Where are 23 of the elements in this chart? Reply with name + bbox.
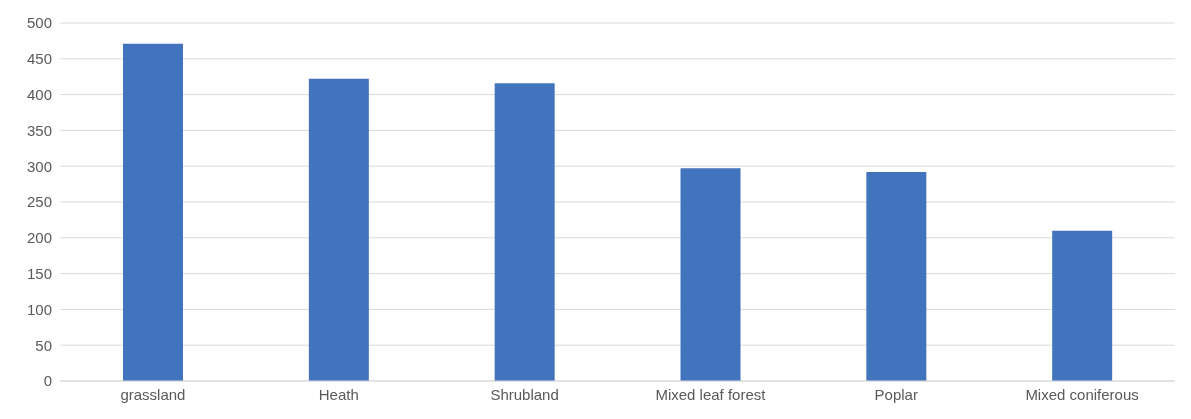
y-tick-label: 100 bbox=[26, 300, 52, 318]
x-tick-label: Mixed leaf forest bbox=[655, 385, 767, 403]
y-tick-label: 0 bbox=[43, 372, 52, 390]
y-tick-label: 50 bbox=[35, 336, 52, 354]
x-tick-label: Shrubland bbox=[490, 385, 559, 403]
bar bbox=[308, 78, 369, 381]
x-tick-label: Poplar bbox=[874, 385, 918, 403]
y-tick-label: 350 bbox=[26, 121, 52, 139]
x-tick-label: grassland bbox=[120, 385, 186, 403]
y-tick-label: 250 bbox=[26, 193, 52, 211]
bar bbox=[123, 43, 183, 381]
bar bbox=[680, 168, 741, 381]
bar bbox=[1052, 230, 1113, 381]
bar bbox=[494, 83, 555, 381]
x-tick-label: Heath bbox=[318, 385, 359, 403]
y-tick-label: 150 bbox=[26, 264, 52, 282]
y-tick-label: 400 bbox=[26, 85, 52, 103]
y-tick-label: 200 bbox=[26, 229, 52, 247]
y-tick-label: 450 bbox=[26, 50, 52, 68]
bar bbox=[866, 171, 927, 381]
x-tick-label: Mixed coniferous bbox=[1025, 385, 1139, 403]
y-tick-label: 300 bbox=[26, 157, 52, 175]
y-tick-label: 500 bbox=[26, 14, 52, 32]
